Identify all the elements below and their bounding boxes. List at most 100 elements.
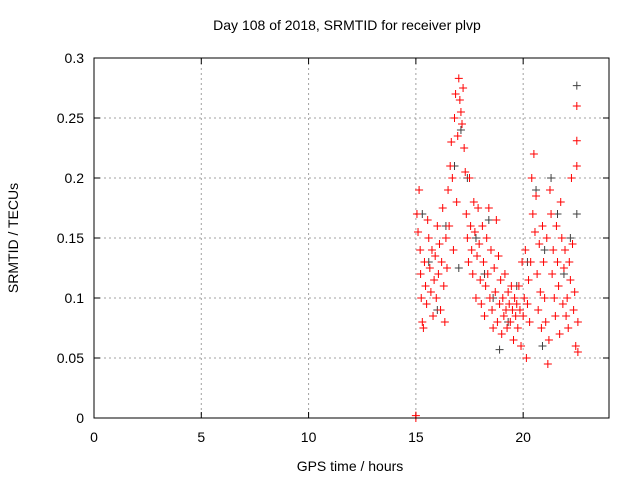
data-point-plvp bbox=[464, 258, 473, 266]
x-tick-label: 15 bbox=[408, 429, 424, 445]
data-point-plvp bbox=[515, 306, 524, 314]
data-point-plvp bbox=[427, 246, 436, 254]
data-point-plvp bbox=[468, 270, 477, 278]
x-tick-label: 10 bbox=[301, 429, 317, 445]
data-point-plvp bbox=[474, 204, 483, 212]
data-point-plvp bbox=[456, 108, 465, 116]
data-point-plvp bbox=[561, 246, 570, 254]
data-point-plvp bbox=[470, 228, 479, 236]
data-point-plvp bbox=[513, 324, 522, 332]
data-point-plvp bbox=[524, 276, 533, 284]
data-point-plvp bbox=[509, 336, 518, 344]
data-point-plvp bbox=[572, 102, 581, 110]
data-point-plvp bbox=[498, 294, 507, 302]
data-point-plvp bbox=[421, 282, 430, 290]
data-point-plvp bbox=[514, 282, 523, 290]
data-point-other bbox=[572, 81, 581, 90]
data-point-plvp bbox=[534, 306, 543, 314]
data-point-other bbox=[484, 216, 493, 224]
data-point-plvp bbox=[425, 264, 434, 272]
data-point-plvp bbox=[450, 114, 459, 122]
x-axis-label: GPS time / hours bbox=[297, 458, 404, 474]
data-point-plvp bbox=[434, 270, 443, 278]
data-point-plvp bbox=[426, 288, 435, 296]
data-point-plvp bbox=[477, 300, 486, 308]
data-point-plvp bbox=[550, 294, 559, 302]
y-tick-label: 0 bbox=[76, 410, 84, 426]
data-point-plvp bbox=[508, 306, 517, 314]
data-point-plvp bbox=[532, 192, 541, 200]
data-point-plvp bbox=[528, 210, 537, 218]
data-point-plvp bbox=[453, 132, 462, 140]
data-point-plvp bbox=[422, 300, 431, 308]
data-point-other bbox=[454, 264, 463, 272]
data-point-plvp bbox=[556, 198, 565, 206]
data-point-plvp bbox=[496, 276, 505, 284]
data-point-plvp bbox=[552, 222, 561, 230]
data-point-plvp bbox=[559, 264, 568, 272]
data-point-plvp bbox=[420, 258, 429, 266]
data-point-plvp bbox=[489, 324, 498, 332]
data-point-plvp bbox=[432, 294, 441, 302]
data-point-plvp bbox=[497, 330, 506, 338]
data-point-plvp bbox=[527, 174, 536, 182]
y-tick-label: 0.2 bbox=[65, 170, 85, 186]
data-point-plvp bbox=[473, 252, 482, 260]
data-point-plvp bbox=[467, 246, 476, 254]
data-point-plvp bbox=[538, 222, 547, 230]
axis-ticks: 0 5 10 15 20 0 0.05 0.1 0.15 0.2 0.25 0.3 bbox=[57, 50, 609, 445]
data-point-plvp bbox=[563, 294, 572, 302]
data-point-plvp bbox=[483, 270, 492, 278]
data-point-plvp bbox=[503, 324, 512, 332]
data-point-plvp bbox=[499, 312, 508, 320]
data-point-plvp bbox=[571, 342, 580, 350]
data-point-plvp bbox=[465, 174, 474, 182]
data-point-plvp bbox=[482, 234, 491, 242]
data-point-plvp bbox=[436, 306, 445, 314]
data-point-plvp bbox=[566, 276, 575, 284]
data-point-plvp bbox=[544, 336, 553, 344]
data-point-plvp bbox=[418, 318, 427, 326]
y-tick-label: 0.3 bbox=[65, 50, 85, 66]
data-point-plvp bbox=[429, 312, 438, 320]
data-point-plvp bbox=[446, 162, 455, 170]
data-point-other bbox=[456, 126, 465, 134]
data-point-plvp bbox=[523, 300, 532, 308]
data-point-plvp bbox=[486, 246, 495, 254]
data-point-plvp bbox=[493, 318, 502, 326]
y-axis-label: SRMTID / TECUs bbox=[5, 183, 21, 293]
data-point-plvp bbox=[536, 288, 545, 296]
data-point-plvp bbox=[543, 360, 552, 368]
data-point-plvp bbox=[416, 270, 425, 278]
data-point-plvp bbox=[530, 228, 539, 236]
grid bbox=[94, 58, 609, 418]
data-point-plvp bbox=[424, 234, 433, 242]
data-point-plvp bbox=[478, 222, 487, 230]
data-point-other bbox=[566, 234, 575, 242]
data-point-plvp bbox=[540, 294, 549, 302]
data-point-plvp bbox=[572, 136, 581, 145]
data-point-plvp bbox=[535, 240, 544, 248]
data-point-plvp bbox=[471, 294, 480, 302]
data-point-plvp bbox=[525, 318, 534, 326]
data-point-plvp bbox=[520, 294, 529, 302]
data-point-plvp bbox=[485, 294, 494, 302]
data-point-plvp bbox=[562, 312, 571, 320]
y-tick-label: 0.1 bbox=[65, 290, 85, 306]
data-point-plvp bbox=[460, 144, 469, 152]
data-point-plvp bbox=[466, 222, 475, 230]
data-point-plvp bbox=[521, 246, 530, 254]
data-point-plvp bbox=[417, 294, 426, 302]
data-point-plvp bbox=[500, 270, 509, 278]
data-point-plvp bbox=[447, 138, 456, 146]
data-point-plvp bbox=[533, 270, 542, 278]
data-point-plvp bbox=[565, 258, 574, 266]
data-point-plvp bbox=[547, 210, 556, 218]
data-point-plvp bbox=[567, 174, 576, 182]
plot-border bbox=[93, 57, 610, 419]
x-tick-label: 0 bbox=[90, 429, 98, 445]
data-point-plvp bbox=[504, 288, 513, 296]
data-point-plvp bbox=[419, 324, 428, 332]
data-point-plvp bbox=[454, 74, 463, 83]
data-point-plvp bbox=[441, 234, 450, 242]
